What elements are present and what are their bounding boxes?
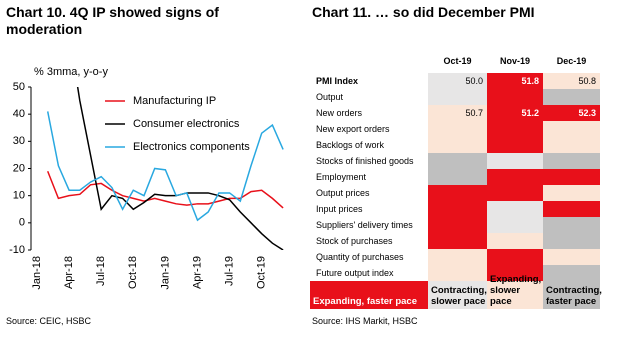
pmi-cell bbox=[487, 137, 543, 153]
pmi-cell bbox=[428, 153, 487, 169]
legend-label: Consumer electronics bbox=[133, 118, 240, 130]
row-label: Employment bbox=[316, 172, 367, 182]
row-label: New export orders bbox=[316, 124, 390, 134]
y-tick-label: 20 bbox=[13, 162, 25, 174]
pmi-cell bbox=[543, 185, 600, 201]
row-label: Input prices bbox=[316, 204, 363, 214]
plot-lines bbox=[46, 87, 284, 250]
y-tick-label: 10 bbox=[13, 190, 25, 202]
pmi-cell bbox=[543, 249, 600, 265]
pmi-cell bbox=[543, 153, 600, 169]
column-header: Nov-19 bbox=[499, 56, 530, 66]
pmi-cell bbox=[487, 185, 543, 201]
x-tick-label: Oct-18 bbox=[127, 256, 139, 289]
pmi-cell bbox=[428, 137, 487, 153]
pmi-cell bbox=[543, 265, 600, 281]
x-tick-label: Jan-18 bbox=[31, 256, 43, 290]
x-tick-label: Jan-19 bbox=[159, 256, 171, 290]
pmi-cell bbox=[487, 201, 543, 217]
pmi-cell: 50.8 bbox=[543, 73, 600, 89]
pmi-cell bbox=[487, 217, 543, 233]
pmi-cell bbox=[543, 137, 600, 153]
row-label: Stocks of finished goods bbox=[316, 156, 414, 166]
legend-label: Electronics components bbox=[133, 141, 250, 153]
row-label: Suppliers' delivery times bbox=[316, 220, 413, 230]
pmi-cell: 51.2 bbox=[487, 105, 543, 121]
x-tick-label: Apr-19 bbox=[191, 256, 203, 289]
table-title: Chart 11. … so did December PMI bbox=[312, 4, 535, 20]
row-label: Output prices bbox=[316, 188, 370, 198]
y-tick-label: 40 bbox=[13, 108, 25, 120]
pmi-cell bbox=[543, 201, 600, 217]
y-tick-label: 30 bbox=[13, 135, 25, 147]
row-label: PMI Index bbox=[316, 76, 359, 86]
source: Source: IHS Markit, HSBC bbox=[312, 316, 418, 326]
row-label: Backlogs of work bbox=[316, 140, 385, 150]
chart-title: Chart 10. 4Q IP showed signs of moderati… bbox=[6, 4, 219, 37]
pmi-cell bbox=[543, 89, 600, 105]
pmi-cell bbox=[428, 169, 487, 185]
pmi-cell bbox=[428, 249, 487, 265]
pmi-cell bbox=[487, 265, 543, 281]
pmi-cell bbox=[428, 217, 487, 233]
pmi-cell: 50.0 bbox=[428, 73, 487, 89]
row-label: New orders bbox=[316, 108, 363, 118]
y-tick-label: 50 bbox=[13, 81, 25, 93]
pmi-cell bbox=[428, 233, 487, 249]
pmi-cell: 50.7 bbox=[428, 105, 487, 121]
legend-label: Manufacturing IP bbox=[133, 95, 216, 107]
y-axis-label: % 3mma, y-o-y bbox=[34, 66, 108, 78]
pmi-cell: 52.3 bbox=[543, 105, 600, 121]
row-label: Stock of purchases bbox=[316, 236, 393, 246]
legend-item: Expanding, faster pace bbox=[310, 281, 428, 309]
x-tick-label: Apr-18 bbox=[63, 256, 75, 289]
pmi-cell bbox=[543, 217, 600, 233]
legend-item: Contracting, faster pace bbox=[543, 281, 602, 309]
column-header: Oct-19 bbox=[443, 56, 472, 66]
row-label: Quantity of purchases bbox=[316, 252, 404, 262]
line-chart: % 3mma, y-o-y -10 0 10 20 30 40 50 Jan-18 Apr-18… bbox=[9, 66, 284, 290]
series-line bbox=[47, 170, 284, 209]
pmi-cell: 51.8 bbox=[487, 73, 543, 89]
pmi-cell bbox=[428, 185, 487, 201]
pmi-cell bbox=[487, 153, 543, 169]
y-tick-label: -10 bbox=[9, 244, 25, 256]
pmi-cell bbox=[487, 249, 543, 265]
pmi-cell bbox=[428, 89, 487, 105]
row-label: Future output index bbox=[316, 268, 394, 278]
pmi-cell bbox=[428, 265, 487, 281]
series-line bbox=[46, 111, 284, 222]
legend-item: Contracting, slower pace bbox=[428, 281, 487, 309]
column-header: Dec-19 bbox=[556, 56, 587, 66]
pmi-cell bbox=[428, 121, 487, 137]
pmi-cell bbox=[487, 121, 543, 137]
legend-item: Expanding, slower pace bbox=[487, 274, 543, 309]
row-label: Output bbox=[316, 92, 344, 102]
source: Source: CEIC, HSBC bbox=[6, 316, 92, 326]
pmi-cell bbox=[543, 121, 600, 137]
x-tick-label: Jul-18 bbox=[95, 256, 107, 286]
pmi-cell bbox=[543, 233, 600, 249]
x-tick-label: Oct-19 bbox=[256, 256, 268, 289]
pmi-cell bbox=[428, 201, 487, 217]
y-tick-label: 0 bbox=[19, 217, 25, 229]
x-tick-label: Jul-19 bbox=[224, 256, 236, 286]
pmi-cell bbox=[543, 169, 600, 185]
pmi-cell bbox=[487, 89, 543, 105]
pmi-cell bbox=[487, 169, 543, 185]
pmi-cell bbox=[487, 233, 543, 249]
